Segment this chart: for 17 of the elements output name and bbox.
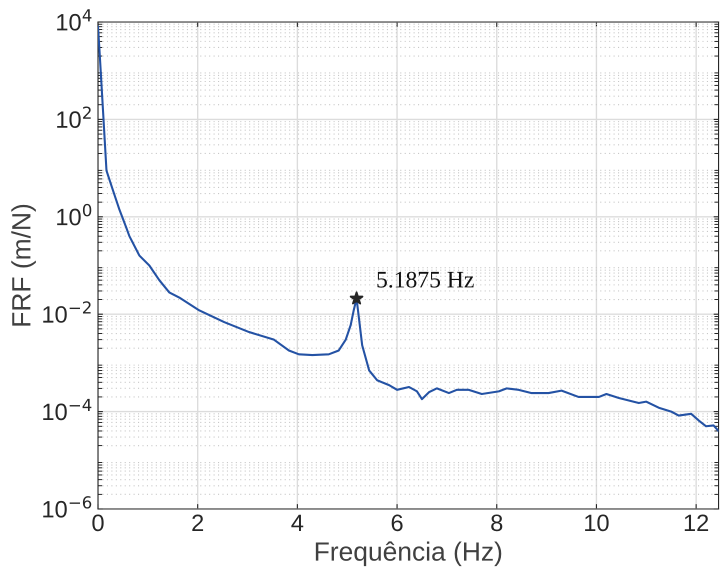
y-axis-title: FRF (m/N) <box>11 204 36 326</box>
y-tick-label: 10$^{−6}$ <box>43 496 92 518</box>
x-tick-label: 2 <box>192 514 204 531</box>
annotation: 5.1875 Hz <box>377 272 474 288</box>
x-tick-label: 8 <box>491 514 502 532</box>
x-tick-label: 12 <box>684 514 708 531</box>
y-tick-label: 10$^{0}$ <box>57 204 92 226</box>
y-tick-label: 10$^{−2}$ <box>43 301 91 323</box>
x-tick-label: 10 <box>585 514 609 532</box>
x-tick-label: 6 <box>392 514 403 532</box>
x-tick-label: 0 <box>92 514 104 532</box>
x-axis-title: Frequência (Hz) <box>316 541 502 566</box>
y-tick-label: 10$^{2}$ <box>57 106 91 128</box>
y-tick-label: 10$^{4}$ <box>57 9 92 31</box>
x-tick-label: 4 <box>291 514 304 531</box>
y-tick-label: 10$^{−4}$ <box>43 398 92 420</box>
line-series <box>98 26 719 432</box>
